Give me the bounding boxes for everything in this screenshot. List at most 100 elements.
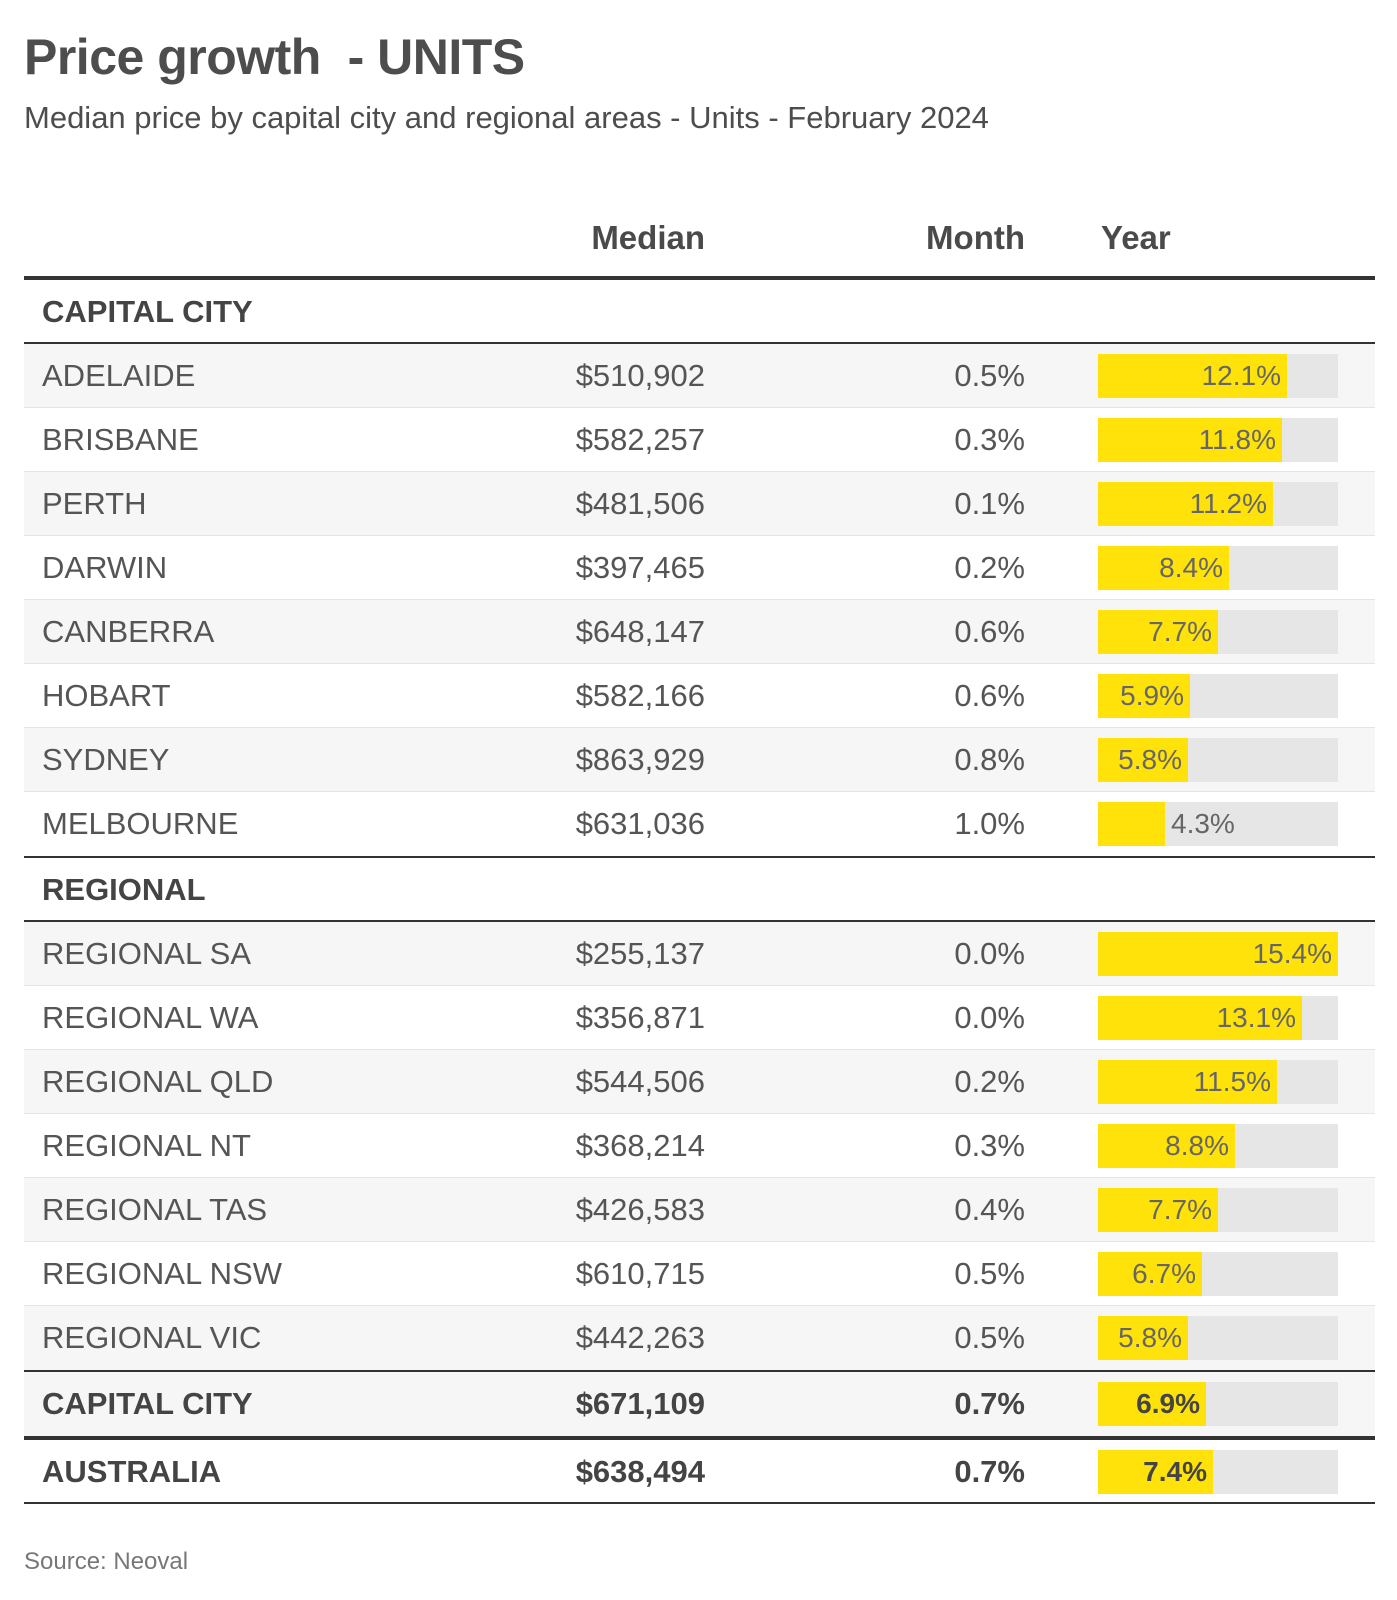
table-row: REGIONAL NSW $610,715 0.5% 6.7%: [24, 1242, 1375, 1306]
year-bar: [1098, 1188, 1218, 1232]
table-row: REGIONAL TAS $426,583 0.4% 7.7%: [24, 1178, 1375, 1242]
year-label: 6.7%: [1132, 1258, 1196, 1289]
table-row: CANBERRA $648,147 0.6% 7.7%: [24, 600, 1375, 664]
median-price: $255,137: [575, 936, 705, 971]
year-bar: [1098, 1450, 1213, 1494]
month-change: 1.0%: [954, 806, 1025, 841]
year-bar-track: 6.7%: [1098, 1252, 1338, 1296]
month-change: 0.6%: [954, 678, 1025, 713]
median-price: $356,871: [575, 1000, 705, 1035]
year-label: 5.8%: [1118, 744, 1182, 775]
year-label: 6.9%: [1136, 1388, 1200, 1419]
source-note: Source: Neoval: [24, 1548, 189, 1575]
year-bar: [1098, 354, 1287, 398]
month-change: 0.0%: [954, 936, 1025, 971]
table-row: REGIONAL VIC $442,263 0.5% 5.8%: [24, 1306, 1375, 1370]
region-name: CANBERRA: [42, 614, 215, 649]
table-row: BRISBANE $582,257 0.3% 11.8%: [24, 408, 1375, 472]
year-bar-track: 7.4%: [1098, 1450, 1338, 1494]
total-name: CAPITAL CITY: [42, 1386, 253, 1421]
month-change: 0.7%: [954, 1386, 1025, 1421]
median-price: $544,506: [575, 1064, 705, 1099]
year-bar: [1098, 610, 1218, 654]
section-label: CAPITAL CITY: [42, 294, 253, 329]
table-row: REGIONAL NT $368,214 0.3% 8.8%: [24, 1114, 1375, 1178]
year-bar-track: 8.4%: [1098, 546, 1338, 590]
year-label: 7.4%: [1143, 1456, 1207, 1487]
region-name: SYDNEY: [42, 742, 170, 777]
section-header-row: CAPITAL CITY: [24, 280, 1375, 344]
month-change: 0.7%: [954, 1454, 1025, 1489]
column-header-month: Month: [926, 219, 1025, 256]
median-price: $648,147: [575, 614, 705, 649]
month-change: 0.2%: [954, 1064, 1025, 1099]
month-change: 0.0%: [954, 1000, 1025, 1035]
year-label: 8.8%: [1165, 1130, 1229, 1161]
year-bar: [1098, 674, 1190, 718]
median-price: $863,929: [575, 742, 705, 777]
year-label: 15.4%: [1252, 938, 1332, 969]
year-label: 5.8%: [1118, 1322, 1182, 1353]
column-header-year: Year: [1101, 219, 1171, 256]
year-bar-track: 11.5%: [1098, 1060, 1338, 1104]
year-bar-track: 12.1%: [1098, 354, 1338, 398]
year-bar-track: 11.2%: [1098, 482, 1338, 526]
chart-subtitle: Median price by capital city and regiona…: [24, 100, 989, 135]
year-label: 4.3%: [1171, 808, 1235, 839]
median-price: $582,166: [575, 678, 705, 713]
year-bar: [1098, 546, 1229, 590]
month-change: 0.3%: [954, 422, 1025, 457]
month-change: 0.1%: [954, 486, 1025, 521]
region-name: REGIONAL WA: [42, 1000, 259, 1035]
total-row: CAPITAL CITY $671,109 0.7% 6.9%: [24, 1372, 1375, 1436]
region-name: MELBOURNE: [42, 806, 239, 841]
year-bar-track: 5.8%: [1098, 1316, 1338, 1360]
year-bar: [1098, 738, 1188, 782]
region-name: DARWIN: [42, 550, 168, 585]
year-label: 12.1%: [1201, 360, 1281, 391]
year-label: 13.1%: [1216, 1002, 1296, 1033]
region-name: REGIONAL SA: [42, 936, 252, 971]
year-bar-track: 7.7%: [1098, 1188, 1338, 1232]
table-row: PERTH $481,506 0.1% 11.2%: [24, 472, 1375, 536]
table-row: DARWIN $397,465 0.2% 8.4%: [24, 536, 1375, 600]
year-bar-track: 7.7%: [1098, 610, 1338, 654]
year-bar-track: 15.4%: [1098, 932, 1338, 976]
year-bar-track: 4.3%: [1098, 802, 1338, 846]
year-label: 5.9%: [1120, 680, 1184, 711]
section-label: REGIONAL: [42, 872, 206, 907]
year-bar: [1098, 482, 1273, 526]
median-price: $582,257: [575, 422, 705, 457]
month-change: 0.3%: [954, 1128, 1025, 1163]
median-price: $481,506: [575, 486, 705, 521]
year-bar: [1098, 1382, 1206, 1426]
year-bar: [1098, 1060, 1277, 1104]
month-change: 0.5%: [954, 1320, 1025, 1355]
median-price: $638,494: [575, 1454, 705, 1489]
month-change: 0.2%: [954, 550, 1025, 585]
year-bar: [1098, 996, 1302, 1040]
region-name: HOBART: [42, 678, 171, 713]
year-bar-track: 11.8%: [1098, 418, 1338, 462]
region-name: PERTH: [42, 486, 147, 521]
column-header-median: Median: [591, 219, 705, 256]
total-row: AUSTRALIA $638,494 0.7% 7.4%: [24, 1440, 1375, 1504]
year-bar: [1098, 932, 1338, 976]
table-row: REGIONAL SA $255,137 0.0% 15.4%: [24, 922, 1375, 986]
year-label: 7.7%: [1148, 1194, 1212, 1225]
year-bar-track: 8.8%: [1098, 1124, 1338, 1168]
region-name: REGIONAL QLD: [42, 1064, 274, 1099]
year-label: 7.7%: [1148, 616, 1212, 647]
median-price: $426,583: [575, 1192, 705, 1227]
year-bar-track: 13.1%: [1098, 996, 1338, 1040]
region-name: REGIONAL TAS: [42, 1192, 268, 1227]
region-name: REGIONAL NSW: [42, 1256, 282, 1291]
year-bar: [1098, 1124, 1235, 1168]
year-bar: [1098, 1252, 1202, 1296]
header-rule: [24, 276, 1375, 280]
year-label: 8.4%: [1159, 552, 1223, 583]
section-rule: [24, 856, 1375, 858]
table-row: MELBOURNE $631,036 1.0% 4.3%: [24, 792, 1375, 856]
region-name: ADELAIDE: [42, 358, 196, 393]
month-change: 0.4%: [954, 1192, 1025, 1227]
